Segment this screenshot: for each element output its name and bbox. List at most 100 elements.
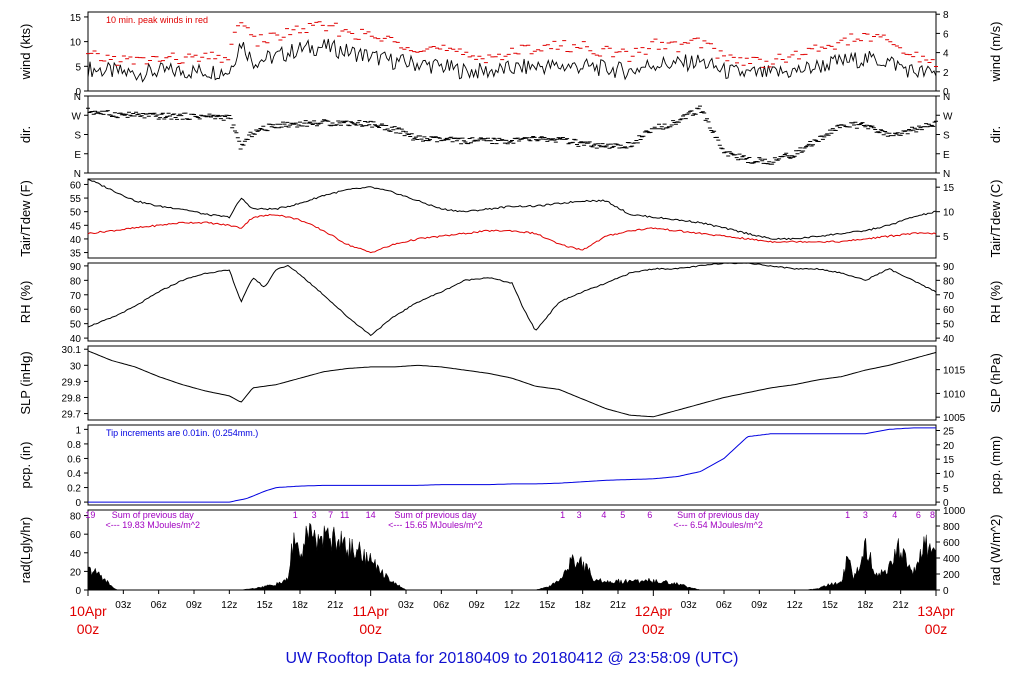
left-tick-label: 20	[70, 567, 82, 578]
x-tick-label: 09z	[469, 600, 485, 611]
day-hour-label: 00z	[925, 621, 948, 637]
left-tick-label: 35	[70, 249, 82, 260]
left-axis-label: wind (kts)	[18, 24, 33, 81]
right-tick-label: 200	[943, 570, 960, 581]
left-axis-label: dir.	[18, 126, 33, 143]
series-line-2-0	[87, 178, 937, 241]
left-tick-label: 29.9	[62, 377, 82, 388]
panel-annotation: 10 min. peak winds in red	[106, 15, 208, 25]
x-tick-label: 03z	[115, 600, 131, 611]
series-line-5-0	[88, 427, 936, 503]
rad-hour-mark-13: 4	[892, 510, 897, 520]
left-tick-label: 55	[70, 194, 82, 205]
left-axis-label: SLP (inHg)	[18, 351, 33, 414]
panel-annotation: Tip increments are 0.01in. (0.254mm.)	[106, 428, 258, 438]
x-tick-label: 15z	[539, 600, 555, 611]
x-tick-label: 21z	[327, 600, 343, 611]
right-tick-label: 60	[943, 305, 955, 316]
right-tick-label: 400	[943, 554, 960, 565]
series-line-4-0	[87, 350, 937, 418]
rad-hour-mark-7: 3	[577, 510, 582, 520]
x-tick-label: 21z	[610, 600, 626, 611]
right-tick-label: 1005	[943, 413, 966, 424]
left-tick-label: W	[72, 111, 82, 122]
left-tick-label: 80	[70, 276, 82, 287]
left-tick-label: 40	[70, 549, 82, 560]
footer-title: UW Rooftop Data for 20180409 to 20180412…	[285, 650, 739, 667]
x-tick-label: 12z	[787, 600, 803, 611]
series-dashes-1-0	[86, 105, 938, 165]
right-tick-label: 1015	[943, 366, 966, 377]
right-tick-label: 40	[943, 334, 955, 345]
day-date-label: 12Apr	[635, 603, 673, 619]
left-tick-label: 5	[75, 62, 81, 73]
rad-hour-mark-14: 6	[916, 510, 921, 520]
right-tick-label: 2	[943, 68, 949, 79]
left-tick-label: E	[74, 150, 81, 161]
right-tick-label: 10	[943, 469, 955, 480]
x-tick-label: 21z	[893, 600, 909, 611]
series-area-6-0	[87, 522, 937, 591]
left-tick-label: 0.4	[67, 469, 81, 480]
left-tick-label: 0.2	[67, 484, 81, 495]
left-tick-label: 90	[70, 262, 82, 273]
right-axis-label: rad (W/m^2)	[988, 514, 1003, 585]
right-tick-label: 5	[943, 232, 949, 243]
right-tick-label: S	[943, 131, 950, 142]
right-axis-label: Tair/Tdew (C)	[988, 179, 1003, 257]
day-hour-label: 00z	[77, 621, 100, 637]
left-tick-label: 29.8	[62, 393, 82, 404]
x-tick-label: 15z	[822, 600, 838, 611]
left-tick-label: 60	[70, 180, 82, 191]
right-tick-label: 8	[943, 10, 949, 21]
left-tick-label: 80	[70, 512, 82, 523]
rad-hour-mark-0: 19	[85, 510, 95, 520]
daily-note-line1-1: Sum of previous day	[394, 510, 477, 520]
series-dashes-0-1	[86, 21, 938, 68]
left-tick-label: 1	[75, 425, 81, 436]
panel-frame-1	[87, 95, 937, 174]
x-tick-label: 12z	[221, 600, 237, 611]
left-tick-label: 70	[70, 291, 82, 302]
rad-hour-mark-15: 8	[930, 510, 935, 520]
rad-hour-mark-6: 1	[560, 510, 565, 520]
right-tick-label: 10	[943, 208, 955, 219]
left-tick-label: N	[74, 169, 81, 180]
right-tick-label: 0	[943, 87, 949, 98]
left-tick-label: 0	[75, 586, 81, 597]
right-tick-label: 15	[943, 183, 955, 194]
left-tick-label: 0	[75, 87, 81, 98]
right-tick-label: 600	[943, 538, 960, 549]
left-axis-label: Tair/Tdew (F)	[18, 180, 33, 257]
rad-hour-mark-8: 4	[601, 510, 606, 520]
daily-note-line1-0: Sum of previous day	[112, 510, 195, 520]
daily-note-line1-2: Sum of previous day	[677, 510, 760, 520]
left-axis-label: rad(Lgly/hr)	[18, 517, 33, 583]
x-tick-label: 15z	[257, 600, 273, 611]
right-tick-label: 1000	[943, 506, 966, 517]
right-tick-label: 0	[943, 498, 949, 509]
rad-hour-mark-4: 11	[340, 510, 349, 520]
series-line-0-0	[87, 38, 937, 83]
day-date-label: 11Apr	[353, 603, 390, 619]
rad-hour-mark-11: 1	[845, 510, 850, 520]
right-tick-label: E	[943, 150, 950, 161]
daily-note-line2-1: <--- 15.65 MJoules/m^2	[388, 520, 483, 530]
right-tick-label: 0	[943, 586, 949, 597]
x-tick-label: 18z	[857, 600, 873, 611]
left-tick-label: 29.7	[62, 410, 82, 421]
right-tick-label: N	[943, 169, 950, 180]
left-tick-label: 30.1	[62, 345, 82, 356]
panel-frame-6	[87, 509, 937, 591]
right-tick-label: 800	[943, 522, 960, 533]
x-tick-label: 18z	[575, 600, 591, 611]
right-tick-label: 5	[943, 484, 949, 495]
right-tick-label: N	[943, 92, 950, 103]
left-axis-label: pcp. (in)	[18, 442, 33, 489]
right-tick-label: W	[943, 111, 953, 122]
right-tick-label: 15	[943, 455, 955, 466]
left-tick-label: 60	[70, 305, 82, 316]
left-tick-label: 15	[70, 13, 82, 24]
